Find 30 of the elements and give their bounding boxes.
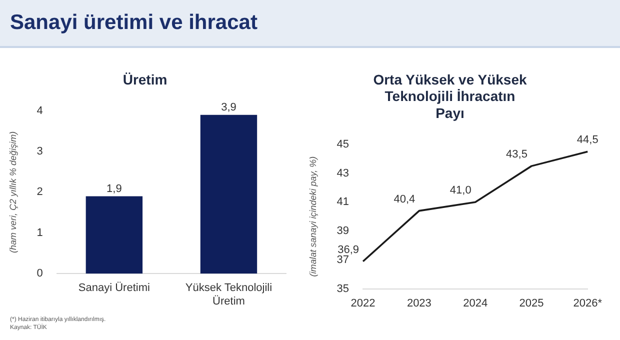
data-label: 43,5 — [506, 148, 528, 161]
x-tick-label: 2025 — [519, 297, 544, 310]
y-tick-label: 39 — [336, 225, 350, 238]
data-label: 1,9 — [106, 182, 122, 195]
y-tick-label: 0 — [36, 268, 43, 280]
y-tick-label: 4 — [36, 104, 43, 117]
y-axis-title: (ham veri, Ç2 yıllık % değişim) — [8, 131, 18, 253]
x-tick-label: 2022 — [350, 297, 376, 310]
x-tick-label: Sanayi Üretimi — [78, 281, 150, 294]
y-axis-title: (imalat sanayi içindeki pay, %) — [308, 156, 318, 277]
y-tick-label: 45 — [336, 138, 350, 150]
y-tick-label: 1 — [36, 226, 43, 239]
y-tick-label: 43 — [336, 167, 350, 180]
y-tick-label: 3 — [36, 146, 43, 158]
x-tick-label: 2026* — [573, 297, 603, 310]
x-tick-label: 2023 — [406, 297, 432, 310]
y-tick-label: 35 — [336, 282, 350, 295]
y-tick-label: 41 — [336, 196, 350, 208]
x-tick-label: Yüksek Teknolojili Üretim — [185, 282, 272, 308]
data-label: 3,9 — [221, 101, 236, 114]
data-label: 36,9 — [338, 244, 360, 256]
text: Sanayi üretimi ve ihracat — [10, 11, 258, 35]
data-label: 41,0 — [450, 184, 472, 197]
y-tick-label: 2 — [36, 186, 43, 198]
chart-title: Üretim — [122, 71, 168, 88]
chart-title: Orta Yüksek ve Yüksek Teknolojili İhracatın Payı — [373, 71, 528, 121]
data-label: 44,5 — [576, 134, 598, 146]
data-label: 40,4 — [394, 193, 416, 206]
x-tick-label: 2024 — [463, 297, 488, 310]
y-tick-label: 37 — [336, 254, 350, 266]
